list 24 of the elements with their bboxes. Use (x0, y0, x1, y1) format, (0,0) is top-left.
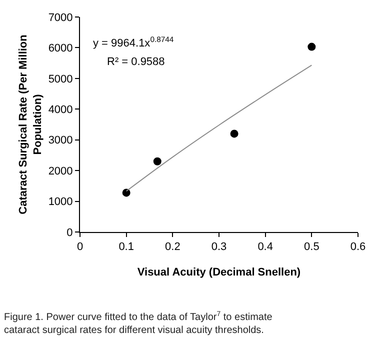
x-tick-label: 0.6 (350, 241, 366, 254)
y-axis-title: Cataract Surgical Rate (Per Million Population) (18, 34, 44, 214)
x-tick-label: 0.2 (165, 241, 180, 254)
y-tick-label: 4000 (48, 104, 73, 116)
x-tick-label: 0.1 (118, 241, 134, 254)
annotation: y = 9964.1x$^{0.8744}$ (93, 35, 174, 50)
y-tick-label: 3000 (48, 134, 73, 147)
y-tick-label: 7000 (48, 12, 73, 24)
point (122, 188, 130, 197)
x-tick-label: 0 (76, 241, 84, 254)
annotation: R² = 0.9588 (107, 56, 165, 68)
y-tick-label: 2000 (48, 165, 73, 178)
point (153, 157, 162, 166)
y-tick-label: 5000 (48, 73, 73, 86)
y-tick-label: 1000 (48, 196, 73, 208)
x-tick-label: 0.3 (211, 241, 227, 254)
x-axis-title: Visual Acuity (Decimal Snellen) (137, 266, 301, 278)
caption: Figure 1. Power curve fitted to the data of Taylor$^{7}$ to estimate cataract surgical rates for different visual acuity thresholds. (4, 311, 273, 336)
point (308, 42, 316, 51)
y-tick-label: 0 (66, 226, 73, 239)
x-tick-label: 0.5 (304, 241, 320, 254)
point (230, 130, 238, 138)
x-tick-label: 0.4 (258, 241, 273, 254)
y-tick-label: 6000 (48, 42, 73, 55)
